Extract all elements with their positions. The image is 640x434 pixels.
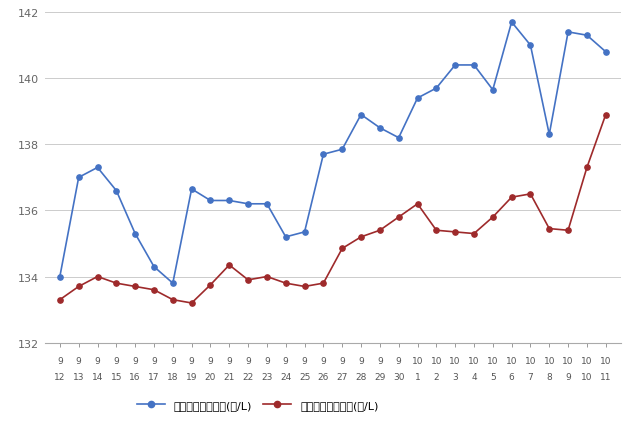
Text: 21: 21 [223,372,235,381]
Text: 10: 10 [431,356,442,365]
Text: 9: 9 [132,356,138,365]
Text: 18: 18 [167,372,179,381]
Text: 23: 23 [261,372,273,381]
Text: 9: 9 [76,356,81,365]
Text: 4: 4 [471,372,477,381]
Text: 10: 10 [449,356,461,365]
Text: 13: 13 [73,372,84,381]
Text: 10: 10 [600,356,611,365]
Text: 7: 7 [527,372,533,381]
Text: 2: 2 [433,372,439,381]
Text: 9: 9 [565,372,571,381]
Text: 9: 9 [377,356,383,365]
Text: 24: 24 [280,372,291,381]
Text: 9: 9 [396,356,401,365]
Text: 9: 9 [113,356,119,365]
Text: 10: 10 [412,356,423,365]
Text: 9: 9 [57,356,63,365]
Text: 19: 19 [186,372,197,381]
Text: 27: 27 [337,372,348,381]
Text: 9: 9 [245,356,251,365]
Text: 30: 30 [393,372,404,381]
Text: 8: 8 [547,372,552,381]
Text: 14: 14 [92,372,103,381]
Text: 10: 10 [468,356,480,365]
Text: 6: 6 [509,372,515,381]
Text: 28: 28 [355,372,367,381]
Text: 1: 1 [415,372,420,381]
Text: 20: 20 [205,372,216,381]
Text: 9: 9 [227,356,232,365]
Text: 9: 9 [95,356,100,365]
Text: 16: 16 [129,372,141,381]
Text: 9: 9 [321,356,326,365]
Legend: ハイオク看板価格(円/L), ハイオク実売価格(円/L): ハイオク看板価格(円/L), ハイオク実売価格(円/L) [133,395,383,415]
Text: 9: 9 [283,356,289,365]
Text: 26: 26 [317,372,329,381]
Text: 25: 25 [299,372,310,381]
Text: 10: 10 [581,372,593,381]
Text: 3: 3 [452,372,458,381]
Text: 9: 9 [151,356,157,365]
Text: 10: 10 [525,356,536,365]
Text: 10: 10 [581,356,593,365]
Text: 10: 10 [487,356,499,365]
Text: 9: 9 [189,356,195,365]
Text: 9: 9 [207,356,213,365]
Text: 10: 10 [543,356,555,365]
Text: 9: 9 [339,356,345,365]
Text: 10: 10 [506,356,517,365]
Text: 10: 10 [563,356,574,365]
Text: 9: 9 [358,356,364,365]
Text: 15: 15 [111,372,122,381]
Text: 17: 17 [148,372,160,381]
Text: 11: 11 [600,372,611,381]
Text: 12: 12 [54,372,65,381]
Text: 5: 5 [490,372,495,381]
Text: 9: 9 [264,356,270,365]
Text: 9: 9 [170,356,175,365]
Text: 29: 29 [374,372,385,381]
Text: 9: 9 [301,356,307,365]
Text: 22: 22 [243,372,253,381]
